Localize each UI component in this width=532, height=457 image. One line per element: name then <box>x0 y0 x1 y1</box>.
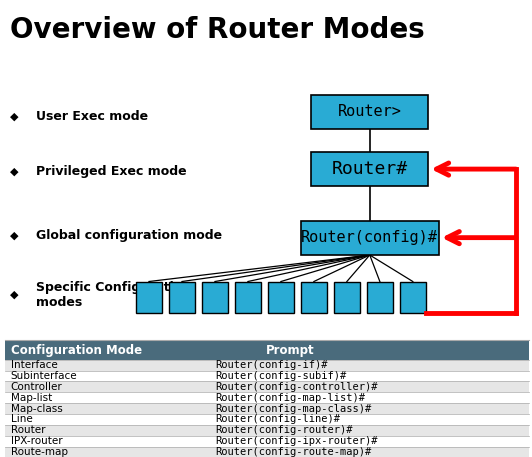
Text: Router(config-route-map)#: Router(config-route-map)# <box>215 447 372 457</box>
FancyBboxPatch shape <box>5 425 529 436</box>
Text: Controller: Controller <box>11 382 62 392</box>
FancyBboxPatch shape <box>5 414 529 425</box>
FancyBboxPatch shape <box>5 360 529 371</box>
Text: ◆: ◆ <box>10 290 18 300</box>
Text: Router>: Router> <box>338 105 402 119</box>
Text: Route-map: Route-map <box>11 447 68 457</box>
FancyBboxPatch shape <box>5 446 529 457</box>
Text: Configuration Mode: Configuration Mode <box>11 344 142 356</box>
FancyBboxPatch shape <box>5 392 529 403</box>
FancyBboxPatch shape <box>5 340 529 360</box>
FancyBboxPatch shape <box>400 282 426 313</box>
Text: Router#: Router# <box>331 160 408 178</box>
Text: IPX-router: IPX-router <box>11 436 62 446</box>
Text: Router(config-router)#: Router(config-router)# <box>215 425 353 436</box>
Text: Specific Configuration
modes: Specific Configuration modes <box>36 281 192 309</box>
Text: Overview of Router Modes: Overview of Router Modes <box>10 16 425 44</box>
Text: Router(config-line)#: Router(config-line)# <box>215 414 340 425</box>
FancyBboxPatch shape <box>301 221 439 255</box>
Text: ◆: ◆ <box>10 166 18 176</box>
FancyBboxPatch shape <box>5 436 529 446</box>
Text: Prompt: Prompt <box>265 344 314 356</box>
Text: Router(config)#: Router(config)# <box>301 230 438 245</box>
FancyBboxPatch shape <box>5 382 529 392</box>
Text: Router(config-subif)#: Router(config-subif)# <box>215 371 347 381</box>
FancyBboxPatch shape <box>311 95 428 129</box>
FancyBboxPatch shape <box>334 282 360 313</box>
Text: User Exec mode: User Exec mode <box>36 110 148 123</box>
FancyBboxPatch shape <box>367 282 393 313</box>
Text: Router(config-map-class)#: Router(config-map-class)# <box>215 404 372 414</box>
Text: Router(config-ipx-router)#: Router(config-ipx-router)# <box>215 436 378 446</box>
Text: Interface: Interface <box>11 360 57 370</box>
FancyBboxPatch shape <box>235 282 261 313</box>
Text: Map-class: Map-class <box>11 404 62 414</box>
Text: Router: Router <box>11 425 45 436</box>
FancyBboxPatch shape <box>202 282 228 313</box>
FancyBboxPatch shape <box>5 371 529 382</box>
FancyBboxPatch shape <box>301 282 327 313</box>
Text: Privileged Exec mode: Privileged Exec mode <box>36 165 187 178</box>
FancyBboxPatch shape <box>311 152 428 186</box>
FancyBboxPatch shape <box>136 282 162 313</box>
FancyBboxPatch shape <box>169 282 195 313</box>
Text: Router(config-controller)#: Router(config-controller)# <box>215 382 378 392</box>
Text: ◆: ◆ <box>10 112 18 122</box>
Text: ◆: ◆ <box>10 230 18 240</box>
Text: Map-list: Map-list <box>11 393 52 403</box>
FancyBboxPatch shape <box>5 403 529 414</box>
Text: Global configuration mode: Global configuration mode <box>36 229 222 242</box>
Text: Router(config-map-list)#: Router(config-map-list)# <box>215 393 365 403</box>
Text: Subinterface: Subinterface <box>11 371 77 381</box>
Text: Line: Line <box>11 414 32 425</box>
Text: Router(config-if)#: Router(config-if)# <box>215 360 328 370</box>
FancyBboxPatch shape <box>268 282 294 313</box>
